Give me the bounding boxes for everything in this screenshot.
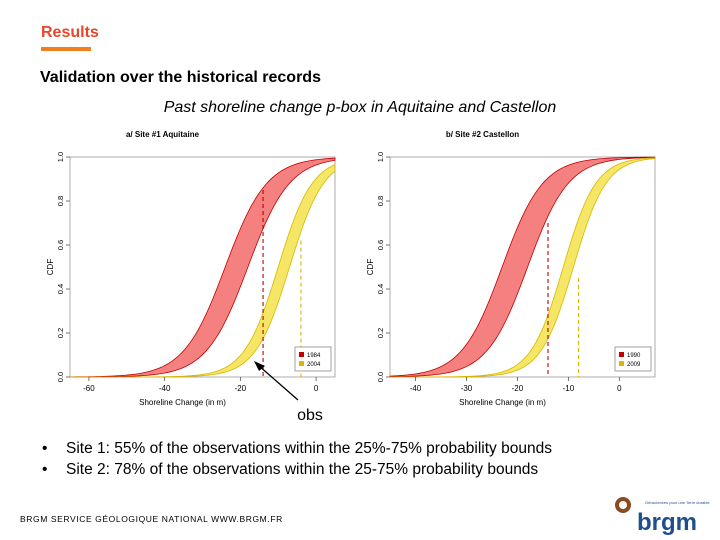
bullet-item: • Site 2: 78% of the observations within … [42, 459, 552, 480]
x-tick-label: -60 [83, 384, 95, 393]
plot-frame [389, 156, 656, 378]
bullet-list: • Site 1: 55% of the observations within … [42, 438, 552, 480]
pbox-band-2009 [389, 157, 656, 378]
y-axis-label: CDF [366, 259, 375, 276]
bullet-text: Site 2: 78% of the observations within t… [66, 461, 539, 478]
y-tick-label: 0.2 [56, 328, 65, 338]
pbox-band-2004 [70, 163, 336, 378]
obs-arrow-head [254, 361, 265, 371]
obs-arrow-line [257, 364, 299, 401]
obs-label: obs [297, 407, 323, 424]
x-tick-label: -40 [159, 384, 171, 393]
y-tick-label: 0.4 [56, 284, 65, 294]
bullet-dot: • [42, 461, 48, 478]
section-heading: Results [41, 24, 99, 41]
y-tick-label: 0.6 [376, 240, 385, 250]
x-axis-label: Shoreline Change (in m) [139, 398, 226, 407]
logo-wordmark: brgm [637, 509, 697, 536]
x-tick-label: 0 [314, 384, 319, 393]
y-tick-label: 0.6 [56, 240, 65, 250]
plot-frame [69, 156, 336, 378]
chart-title: b/ Site #2 Castellon [446, 130, 519, 139]
legend-swatch [299, 361, 304, 366]
x-tick-label: -30 [461, 384, 473, 393]
legend-swatch [619, 352, 624, 357]
legend-box [294, 346, 332, 372]
logo-mark-inner [619, 501, 627, 509]
bullet-dot: • [42, 440, 48, 457]
x-tick-label: 0 [617, 384, 622, 393]
brgm-logo-icon: Géosciences pour une Terre durable brgm [615, 497, 710, 536]
x-tick-label: -10 [563, 384, 575, 393]
y-axis-label: CDF [46, 259, 55, 276]
chart-subtitle: Past shoreline change p-box in Aquitaine… [163, 99, 557, 116]
y-tick-label: 1.0 [56, 152, 65, 162]
y-tick-label: 0.0 [56, 372, 65, 382]
pbox-band-1984 [69, 157, 336, 378]
y-tick-label: 0.0 [376, 372, 385, 382]
chart-site-1-aquitaine: a/ Site #1 Aquitaine -60 -40 -20 0 0.0 0.2 0.4 0… [46, 130, 336, 407]
bullet-item: • Site 1: 55% of the observations within … [42, 438, 552, 459]
y-tick-label: 1.0 [376, 152, 385, 162]
bullet-text: Site 1: 55% of the observations within t… [66, 440, 552, 457]
chart-title: a/ Site #1 Aquitaine [126, 130, 200, 139]
y-tick-label: 0.2 [376, 328, 385, 338]
heading-underline [41, 47, 91, 51]
pbox-band-1990 [389, 156, 656, 378]
slide-title: Validation over the historical records [40, 69, 321, 86]
obs-annotation: obs [254, 361, 323, 424]
legend-label: 1990 [627, 353, 641, 359]
legend-label: 2009 [627, 362, 641, 368]
legend-label: 2004 [307, 362, 321, 368]
footer-text: BRGM SERVICE GÉOLOGIQUE NATIONAL WWW.BRG… [20, 514, 283, 524]
x-tick-label: -20 [512, 384, 524, 393]
y-tick-label: 0.8 [376, 196, 385, 206]
logo-tagline: Géosciences pour une Terre durable [645, 500, 710, 505]
x-tick-label: -20 [235, 384, 247, 393]
legend-box [614, 346, 652, 372]
legend-label: 1984 [307, 353, 321, 359]
x-tick-label: -40 [410, 384, 422, 393]
y-tick-label: 0.4 [376, 284, 385, 294]
legend-swatch [299, 352, 304, 357]
chart-site-2-castellon: b/ Site #2 Castellon -40 -30 -20 -10 0 0.0 0.2 0… [366, 130, 656, 407]
x-axis-label: Shoreline Change (in m) [459, 398, 546, 407]
y-tick-label: 0.8 [56, 196, 65, 206]
legend-swatch [619, 361, 624, 366]
